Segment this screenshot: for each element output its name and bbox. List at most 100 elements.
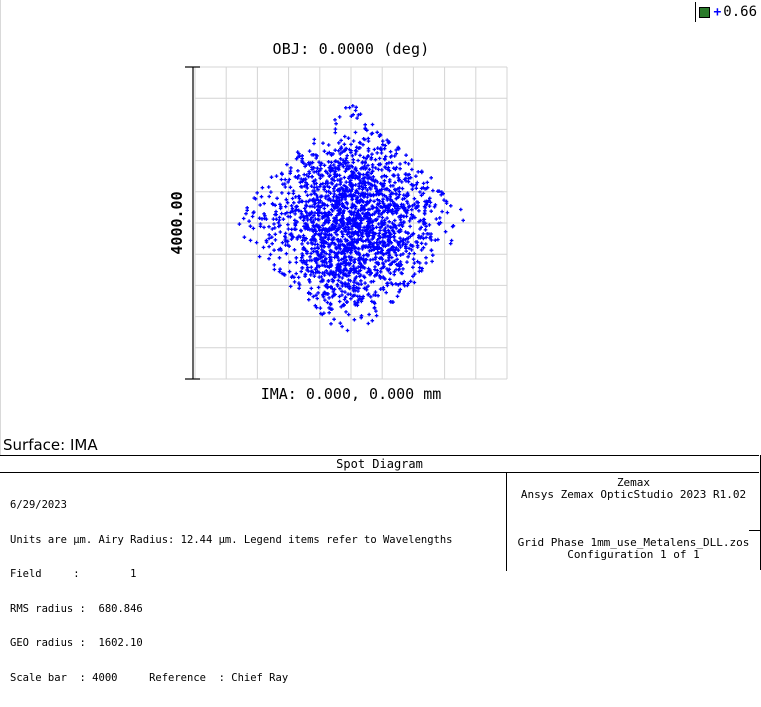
ray-spot: [352, 260, 357, 265]
ray-spot: [274, 209, 278, 214]
ray-spot: [250, 214, 255, 219]
ray-spot: [318, 184, 322, 189]
ray-spot: [340, 234, 345, 239]
ray-spot: [325, 203, 330, 208]
ray-spot: [431, 188, 435, 193]
ray-spot: [335, 213, 339, 218]
ray-spot: [336, 226, 340, 230]
ray-spot: [318, 199, 323, 203]
ray-spot: [373, 178, 378, 183]
ray-spot: [340, 162, 344, 167]
ray-spot: [392, 235, 397, 239]
ray-spot: [451, 224, 456, 228]
ray-spot: [343, 246, 348, 251]
ray-spot: [411, 265, 415, 270]
ray-spot: [261, 245, 266, 250]
ray-spot: [338, 286, 342, 291]
ray-spot: [383, 204, 387, 208]
ray-spot: [294, 157, 299, 161]
ray-spot: [324, 169, 328, 174]
ray-spot: [345, 284, 349, 289]
ray-spot: [364, 231, 369, 236]
ray-spot: [424, 202, 429, 207]
ray-spot: [302, 214, 306, 219]
ray-spot: [404, 176, 408, 180]
ray-spot: [383, 154, 388, 159]
ray-spot: [245, 206, 249, 210]
ray-spot: [387, 219, 391, 224]
ray-spot: [329, 152, 334, 156]
ray-spot: [416, 170, 420, 174]
ray-spot: [327, 185, 332, 190]
ray-spot: [311, 189, 315, 193]
ray-spot: [337, 275, 342, 279]
ray-spot: [335, 266, 340, 270]
ray-spot: [329, 181, 333, 185]
ray-spot: [375, 268, 380, 273]
ray-spot: [318, 225, 322, 230]
surface-label: Surface: IMA: [3, 436, 98, 454]
ray-spot: [441, 191, 445, 196]
ray-spot: [324, 264, 328, 268]
ray-spot: [340, 293, 344, 297]
ray-spot: [370, 318, 375, 323]
ray-spot: [356, 294, 360, 299]
ray-spot: [396, 283, 401, 287]
ray-spot: [382, 146, 387, 151]
ray-spot: [415, 259, 420, 264]
ray-spot: [354, 145, 359, 150]
ray-spot: [329, 198, 333, 202]
ray-spot: [369, 157, 373, 161]
ray-spot: [335, 284, 340, 288]
ray-spot: [371, 230, 375, 235]
ray-spot: [308, 292, 313, 296]
ray-spot: [388, 262, 392, 267]
ray-spot: [314, 156, 318, 160]
ray-spot: [318, 163, 323, 167]
ray-spot: [273, 212, 277, 217]
ray-spot: [404, 244, 408, 249]
ray-spot: [399, 204, 403, 209]
ray-spot: [270, 241, 274, 246]
ray-spot: [356, 271, 360, 276]
ray-spot: [285, 162, 289, 167]
ray-spot: [394, 151, 399, 156]
ray-spot: [301, 218, 306, 223]
ray-spot: [401, 203, 406, 207]
ray-spot: [299, 209, 304, 214]
wavelength-legend[interactable]: + 0.66: [695, 2, 757, 22]
ray-spot: [366, 170, 370, 175]
ray-spot: [349, 148, 353, 153]
ray-spot: [350, 154, 355, 158]
ray-spot: [337, 115, 342, 119]
ray-spot: [354, 189, 359, 194]
ray-spot: [305, 193, 310, 198]
ray-spot: [370, 237, 374, 241]
ray-spot: [402, 193, 406, 197]
ray-spot: [321, 249, 326, 254]
ray-spot: [332, 236, 336, 240]
ray-spot: [277, 224, 281, 229]
ray-spot: [327, 245, 331, 249]
ray-spot: [266, 185, 271, 189]
ray-spot: [322, 236, 326, 240]
ray-spot: [363, 122, 367, 127]
ray-spot: [314, 261, 319, 265]
ray-spot: [376, 167, 381, 172]
ray-spot: [333, 230, 337, 235]
ray-spot: [270, 201, 275, 206]
ray-spot: [323, 221, 327, 225]
ray-spot: [363, 167, 368, 171]
ray-spot: [395, 294, 400, 299]
ray-spot: [326, 220, 331, 225]
ray-spot: [254, 240, 259, 245]
ray-spot: [388, 149, 393, 154]
ray-spot: [319, 235, 323, 239]
ray-spot: [382, 240, 387, 245]
ray-spot: [356, 251, 361, 255]
ray-spot: [237, 222, 242, 226]
ray-spot: [388, 277, 392, 282]
ray-spot: [313, 246, 317, 251]
ray-spot: [315, 166, 320, 170]
legend-checkbox-icon[interactable]: [699, 6, 711, 18]
